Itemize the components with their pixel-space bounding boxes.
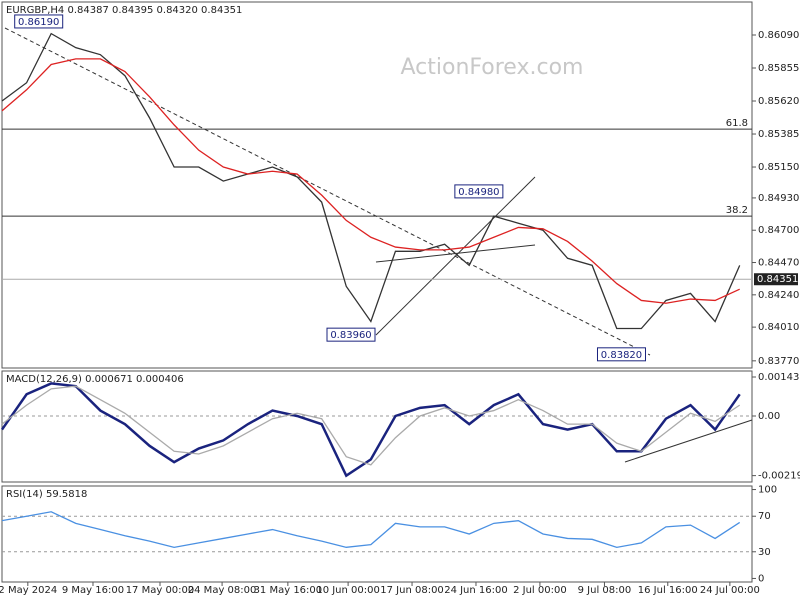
annotation-box — [326, 327, 376, 342]
series-line — [1, 58, 740, 304]
annotation-box — [454, 184, 504, 199]
x-tick-label: 24 Jul 00:00 — [700, 585, 760, 596]
y-tick-label: 0.00 — [758, 411, 780, 422]
x-tick-label: 9 Jul 08:00 — [578, 585, 632, 596]
panel-title: EURGBP,H4 0.84387 0.84395 0.84320 0.8435… — [6, 5, 242, 16]
main-frame — [1, 1, 753, 369]
x-tick-label: 2 May 2024 — [0, 585, 57, 596]
x-tick-label: 24 May 08:00 — [188, 585, 257, 596]
panel-title: MACD(12,26,9) 0.000671 0.000406 — [6, 374, 184, 385]
y-tick-label: 70 — [758, 511, 771, 522]
x-tick-label: 2 Jul 00:00 — [513, 585, 567, 596]
y-tick-label: 0.84700 — [758, 225, 799, 236]
trend-line — [4, 27, 651, 356]
macd-frame — [1, 370, 753, 483]
y-tick-label: 0.84240 — [758, 290, 799, 301]
x-tick-label: 17 Jun 08:00 — [380, 585, 444, 596]
y-tick-label: 100 — [758, 485, 777, 496]
y-tick-label: 0.86090 — [758, 30, 799, 41]
y-tick-label: 0.85385 — [758, 129, 799, 140]
x-tick-label: 9 May 16:00 — [62, 585, 124, 596]
y-tick-label: 0.84470 — [758, 258, 799, 269]
series-line — [0, 382, 741, 478]
annotation-label: 0.84980 — [458, 187, 499, 198]
level-label: 61.8 — [726, 118, 748, 129]
y-tick-label: -0.002197 — [758, 471, 800, 482]
annotation-box — [14, 14, 64, 29]
y-tick-label: 0.84010 — [758, 322, 799, 333]
x-tick-label: 24 Jun 16:00 — [444, 585, 508, 596]
annotation-label: 0.83820 — [601, 350, 642, 361]
y-tick-label: 0.85150 — [758, 162, 799, 173]
annotation-label: 0.83960 — [330, 330, 371, 341]
x-tick-label: 31 May 16:00 — [254, 585, 323, 596]
rsi-frame — [1, 485, 753, 583]
x-tick-label: 17 May 00:00 — [126, 585, 195, 596]
watermark: ActionForex.com — [401, 55, 584, 80]
price-box — [754, 273, 798, 286]
y-tick-label: 0.85855 — [758, 63, 799, 74]
y-tick-label: 0 — [758, 573, 764, 584]
panel-title: RSI(14) 59.5818 — [6, 489, 87, 500]
x-tick-label: 16 Jul 16:00 — [638, 585, 698, 596]
y-tick-label: 30 — [758, 547, 771, 558]
y-tick-label: 0.83770 — [758, 356, 799, 367]
series-line — [1, 32, 741, 330]
series-line — [1, 511, 741, 549]
y-tick-label: 0.85620 — [758, 96, 799, 107]
annotation-label: 0.86190 — [18, 17, 59, 28]
level-label: 38.2 — [726, 205, 748, 216]
series-line — [1, 385, 741, 466]
y-tick-label: 0.001437 — [758, 372, 800, 383]
macd-trend-line — [624, 419, 753, 463]
price-label: 0.84351 — [757, 274, 798, 285]
y-tick-label: 0.84930 — [758, 193, 799, 204]
annotation-box — [596, 347, 646, 362]
channel-line — [375, 176, 536, 336]
x-tick-label: 10 Jun 00:00 — [316, 585, 380, 596]
